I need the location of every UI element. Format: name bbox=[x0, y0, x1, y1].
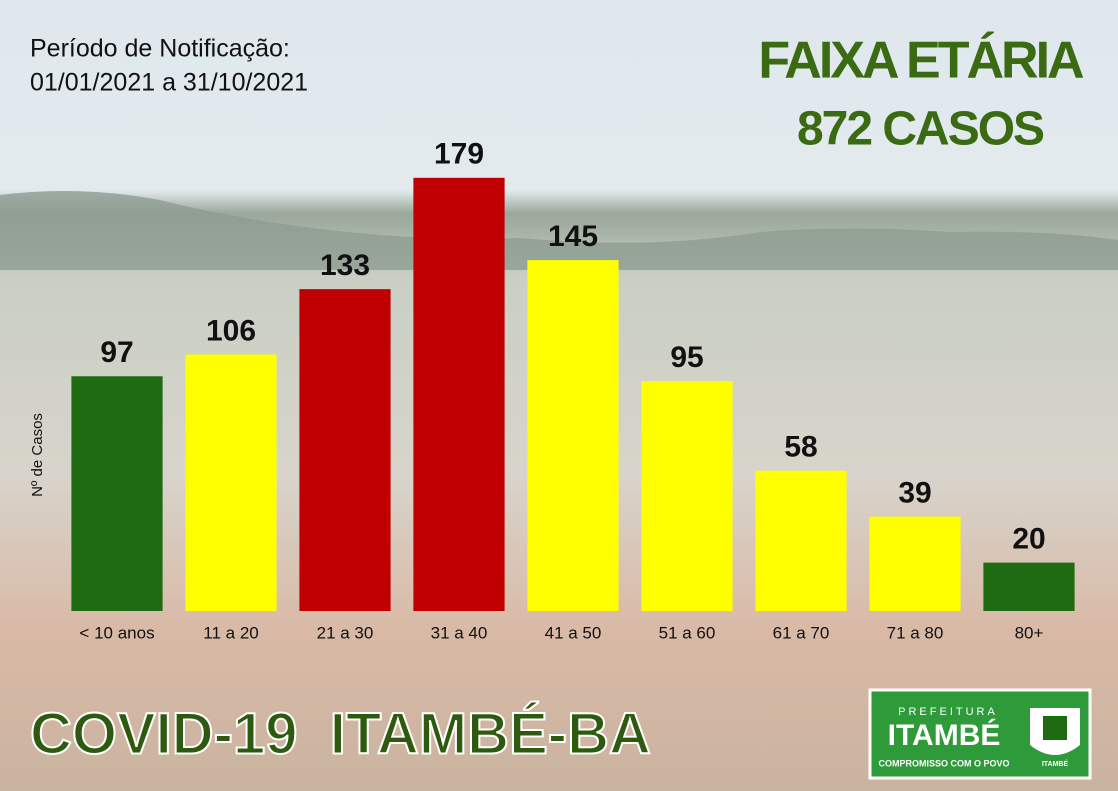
period-range: 01/01/2021 a 31/10/2021 bbox=[30, 69, 308, 97]
value-label: 39 bbox=[898, 477, 931, 510]
chart-subtitle: 872 CASOS bbox=[797, 103, 1044, 156]
value-label: 106 bbox=[206, 314, 256, 347]
period-label: Período de Notificação: bbox=[30, 35, 290, 63]
logo-name: ITAMBÉ bbox=[888, 718, 1001, 752]
value-label: 97 bbox=[100, 336, 133, 369]
bar bbox=[983, 562, 1075, 611]
value-label: 95 bbox=[670, 341, 703, 374]
bar bbox=[185, 354, 277, 611]
x-tick-label: 71 a 80 bbox=[887, 623, 944, 642]
logo: PREFEITURA ITAMBÉ COMPROMISSO COM O POVO… bbox=[868, 688, 1092, 780]
bar bbox=[299, 289, 391, 611]
x-tick-label: 51 a 60 bbox=[659, 623, 716, 642]
x-tick-label: 61 a 70 bbox=[773, 623, 830, 642]
value-label: 179 bbox=[434, 138, 484, 171]
logo-top: PREFEITURA bbox=[898, 706, 998, 718]
value-label: 20 bbox=[1012, 523, 1045, 556]
hills bbox=[0, 191, 1118, 270]
x-tick-label: 80+ bbox=[1015, 623, 1044, 642]
bar bbox=[755, 470, 847, 611]
bar bbox=[527, 260, 619, 611]
value-label: 145 bbox=[548, 220, 598, 253]
logo-crest-text: ITAMBÉ bbox=[1042, 759, 1069, 768]
y-axis-label: Nº de Casos bbox=[29, 413, 46, 497]
x-tick-label: 21 a 30 bbox=[317, 623, 374, 642]
logo-slogan: COMPROMISSO COM O POVO bbox=[878, 758, 1009, 768]
value-label: 58 bbox=[784, 431, 817, 464]
value-label: 133 bbox=[320, 249, 370, 282]
bar bbox=[71, 376, 163, 611]
x-tick-label: 31 a 40 bbox=[431, 623, 488, 642]
x-tick-label: 11 a 20 bbox=[203, 623, 258, 642]
bar bbox=[641, 381, 733, 611]
x-tick-label: < 10 anos bbox=[79, 623, 154, 642]
chart-title: FAIXA ETÁRIA bbox=[758, 32, 1084, 90]
footer-title: COVID-19 ITAMBÉ-BA bbox=[30, 701, 651, 766]
x-tick-label: 41 a 50 bbox=[545, 623, 602, 642]
bar bbox=[869, 516, 961, 611]
bar bbox=[413, 177, 505, 611]
logo-crest-inner bbox=[1043, 716, 1067, 740]
